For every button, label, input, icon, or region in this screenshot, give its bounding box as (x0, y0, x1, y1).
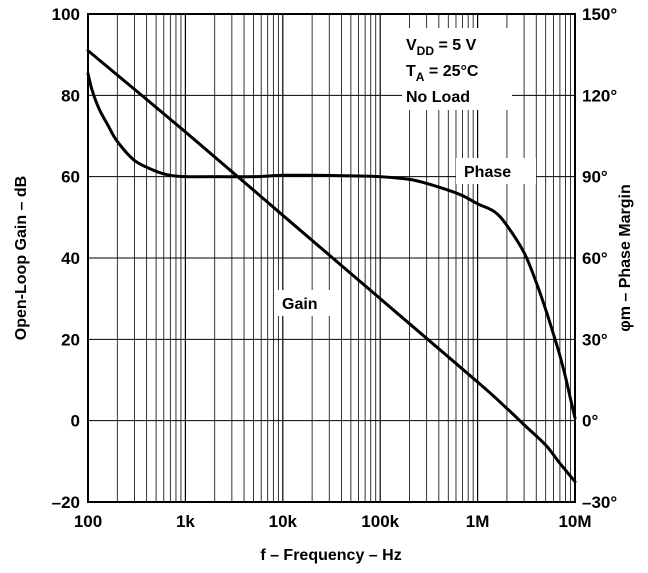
annotation-vdd: VDD = 5 V (406, 37, 477, 58)
y-tick-label: –20 (52, 493, 80, 512)
x-tick-label: 100k (361, 512, 399, 531)
x-axis-title: f – Frequency – Hz (260, 547, 401, 564)
x-tick-label: 10k (269, 512, 298, 531)
annotation-vdd-sub: DD (417, 44, 435, 58)
annotation-background (402, 28, 512, 110)
y2-axis-title: φm – Phase Margin (617, 184, 634, 332)
y-tick-label: 20 (61, 330, 80, 349)
y-tick-label: 40 (61, 249, 80, 268)
x-tick-label: 1k (176, 512, 195, 531)
y2-tick-label: 90° (582, 168, 608, 187)
y2-tick-label: 30° (582, 330, 608, 349)
plot-frame (87, 13, 576, 503)
annotation-load: No Load (406, 89, 470, 106)
y-tick-label: 0 (71, 412, 80, 431)
annotation-ta-main: T (406, 63, 416, 80)
curves (86, 49, 577, 484)
phase-series-label: Phase (464, 164, 511, 181)
annotation-vdd-main: V (406, 37, 417, 54)
gain-curve (86, 49, 577, 484)
phase-label-background (456, 158, 536, 184)
y2-tick-label: 120° (582, 86, 617, 105)
annotation-ta-rest: = 25°C (424, 63, 478, 80)
y-tick-label: 60 (61, 168, 80, 187)
gain-series-label: Gain (282, 296, 318, 313)
y2-tick-label: –30° (582, 493, 617, 512)
annotation-ta-sub: A (416, 70, 425, 84)
phase-curve (86, 72, 577, 420)
y-tick-label: 100 (52, 5, 80, 24)
y2-tick-label: 150° (582, 5, 617, 24)
y-axis-title: Open-Loop Gain – dB (13, 176, 30, 340)
y2-tick-label: 60° (582, 249, 608, 268)
x-tick-label: 100 (74, 512, 102, 531)
annotation-vdd-rest: = 5 V (434, 37, 477, 54)
y-tick-label: 80 (61, 86, 80, 105)
tick-labels: 100 1k 10k 100k 1M 10M 100 80 60 40 20 0 –20 150° 120°… (52, 5, 618, 531)
x-tick-label: 1M (466, 512, 490, 531)
gain-label-background (274, 290, 332, 316)
x-tick-label: 10M (558, 512, 591, 531)
y2-tick-label: 0° (582, 412, 598, 431)
annotation-ta: TA = 25°C (406, 63, 479, 84)
